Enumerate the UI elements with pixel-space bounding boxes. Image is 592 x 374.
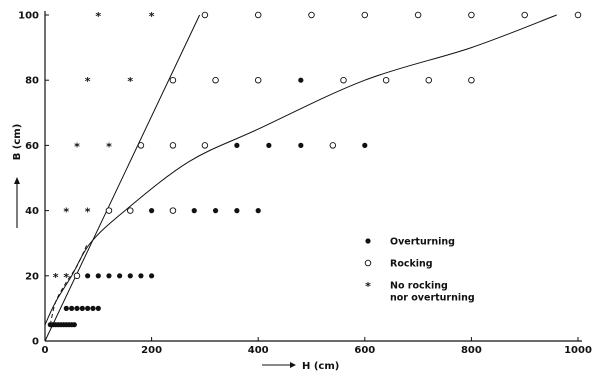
- no-rocking-point: *: [74, 140, 80, 153]
- x-tick-label: 200: [141, 345, 162, 356]
- legend-marker: *: [365, 280, 371, 293]
- x-tick-label: 800: [461, 345, 482, 356]
- x-tick-label: 0: [42, 345, 49, 356]
- no-rocking-point: *: [53, 271, 59, 284]
- no-rocking-point: *: [127, 75, 133, 88]
- overturning-point: [74, 305, 80, 311]
- boundary-curve: [44, 14, 557, 325]
- no-rocking-point: *: [63, 206, 69, 219]
- overturning-point: [255, 208, 261, 214]
- no-rocking-point: *: [149, 10, 155, 23]
- legend-label: No rocking: [390, 281, 448, 292]
- overturning-point: [85, 305, 91, 311]
- y-tick-label: 100: [18, 11, 39, 22]
- y-tick-label: 20: [25, 271, 39, 282]
- overturning-point: [191, 208, 197, 214]
- overturning-point: [85, 273, 91, 279]
- legend-label: Rocking: [390, 259, 433, 270]
- rocking-point: [361, 11, 369, 19]
- boundary-lines: [44, 14, 557, 342]
- rocking-point: [169, 142, 177, 149]
- legend-label: Overturning: [390, 237, 455, 248]
- rocking-point: [340, 76, 347, 84]
- overturning-point: [95, 305, 101, 311]
- rocking-point: [127, 207, 134, 214]
- rocking-point: [329, 142, 337, 149]
- y-tick-label: 0: [32, 337, 39, 348]
- overturning-point: [234, 208, 240, 214]
- dashed-boundary-curve: [49, 242, 89, 325]
- no-rocking-point: *: [95, 10, 101, 23]
- overturning-point: [69, 305, 75, 311]
- overturning-point: [234, 142, 240, 148]
- no-rocking-point: *: [63, 271, 69, 284]
- overturning-point: [149, 208, 155, 214]
- x-tick-label: 1000: [564, 345, 592, 356]
- x-axis-arrow-head: [290, 362, 296, 368]
- rocking-point: [169, 207, 177, 214]
- straight-boundary-line: [44, 14, 201, 342]
- rocking-point: [105, 207, 113, 214]
- rocking-point: [201, 142, 209, 149]
- data-points: * * * * * * * * * *: [47, 10, 582, 328]
- overturning-point: [149, 273, 155, 279]
- rocking-point: [574, 11, 582, 19]
- rocking-point: [468, 76, 475, 84]
- rocking-point: [414, 11, 422, 19]
- no-rocking-point: *: [85, 75, 91, 88]
- overturning-point: [362, 142, 368, 148]
- y-tick-label: 40: [25, 206, 39, 217]
- y-axis-label: B (cm): [12, 124, 23, 161]
- x-axis-label: H (cm): [302, 361, 339, 372]
- legend-marker: [365, 238, 371, 244]
- overturning-point: [79, 305, 85, 311]
- overturning-point: [298, 77, 304, 83]
- rocking-point: [382, 76, 390, 84]
- no-rocking-point: *: [106, 140, 112, 153]
- rocking-point: [137, 142, 145, 149]
- overturning-point: [106, 273, 112, 279]
- legend-marker: [364, 259, 372, 267]
- rocking-point: [521, 11, 528, 19]
- y-tick-label: 60: [25, 141, 39, 152]
- rocking-point: [201, 11, 209, 19]
- x-tick-label: 600: [354, 345, 375, 356]
- overturning-point: [127, 273, 133, 279]
- overturning-point: [90, 305, 96, 311]
- y-axis-arrow-head: [14, 177, 20, 184]
- rocking-point: [212, 76, 219, 84]
- axes: 0 200 400 600 800 1000 0 20 40 60 80 100 H (cm) B (cm…: [12, 11, 592, 373]
- overturning-point: [71, 322, 77, 328]
- overturning-point: [138, 273, 144, 279]
- x-tick-label: 400: [248, 345, 269, 356]
- overturning-point: [266, 142, 272, 148]
- legend-label: nor overturning: [390, 293, 475, 304]
- rocking-point: [468, 11, 475, 19]
- overturning-point: [95, 273, 101, 279]
- overturning-point: [63, 305, 69, 311]
- rocking-point: [254, 76, 262, 84]
- y-tick-label: 80: [25, 76, 39, 87]
- rocking-point: [425, 76, 433, 84]
- overturning-point: [212, 208, 219, 214]
- rocking-point: [308, 11, 315, 19]
- overturning-point: [298, 142, 304, 148]
- overturning-point: [117, 273, 123, 279]
- rocking-point: [254, 11, 262, 19]
- rocking-point: [73, 272, 81, 280]
- no-rocking-point: *: [85, 206, 91, 219]
- rocking-point: [169, 76, 177, 84]
